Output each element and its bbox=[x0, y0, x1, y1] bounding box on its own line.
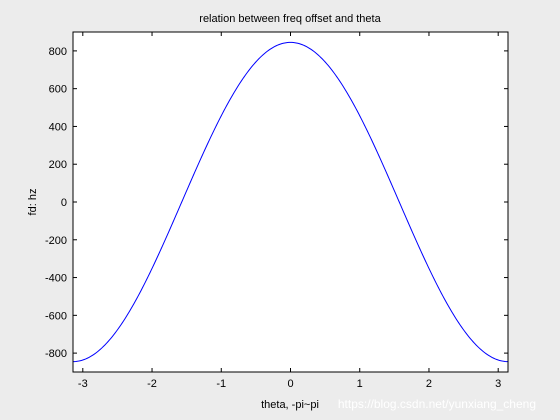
y-tick-label: 600 bbox=[49, 84, 67, 96]
x-tick-label: -2 bbox=[147, 378, 157, 390]
chart-title: relation between freq offset and theta bbox=[199, 13, 381, 25]
y-tick-label: -200 bbox=[45, 235, 67, 247]
x-axis-label: theta, -pi~pi bbox=[261, 399, 319, 411]
y-tick-label: -800 bbox=[45, 348, 67, 360]
x-tick-label: 0 bbox=[287, 378, 293, 390]
watermark-text: https://blog.csdn.net/yunxiang_cheng bbox=[338, 397, 536, 411]
x-tick-label: 3 bbox=[495, 378, 501, 390]
y-tick-label: 0 bbox=[61, 197, 67, 209]
x-tick-label: 2 bbox=[426, 378, 432, 390]
y-tick-label: -400 bbox=[45, 273, 67, 285]
x-tick-label: 1 bbox=[357, 378, 363, 390]
ticks-layer: -3 -2 -1 0 1 2 3 -800 -600 -400 -200 0 200 400 600 800 bbox=[45, 32, 508, 390]
y-tick-label: -600 bbox=[45, 310, 67, 322]
x-tick-label: -3 bbox=[78, 378, 88, 390]
y-tick-label: 800 bbox=[49, 46, 67, 58]
plot-frame bbox=[72, 31, 509, 373]
x-tick-label: -1 bbox=[216, 378, 226, 390]
series-line-fd bbox=[72, 41, 509, 363]
y-axis-label: fd: hz bbox=[27, 189, 39, 216]
plot-area bbox=[73, 32, 508, 372]
y-tick-label: 200 bbox=[49, 159, 67, 171]
y-tick-label: 400 bbox=[49, 121, 67, 133]
